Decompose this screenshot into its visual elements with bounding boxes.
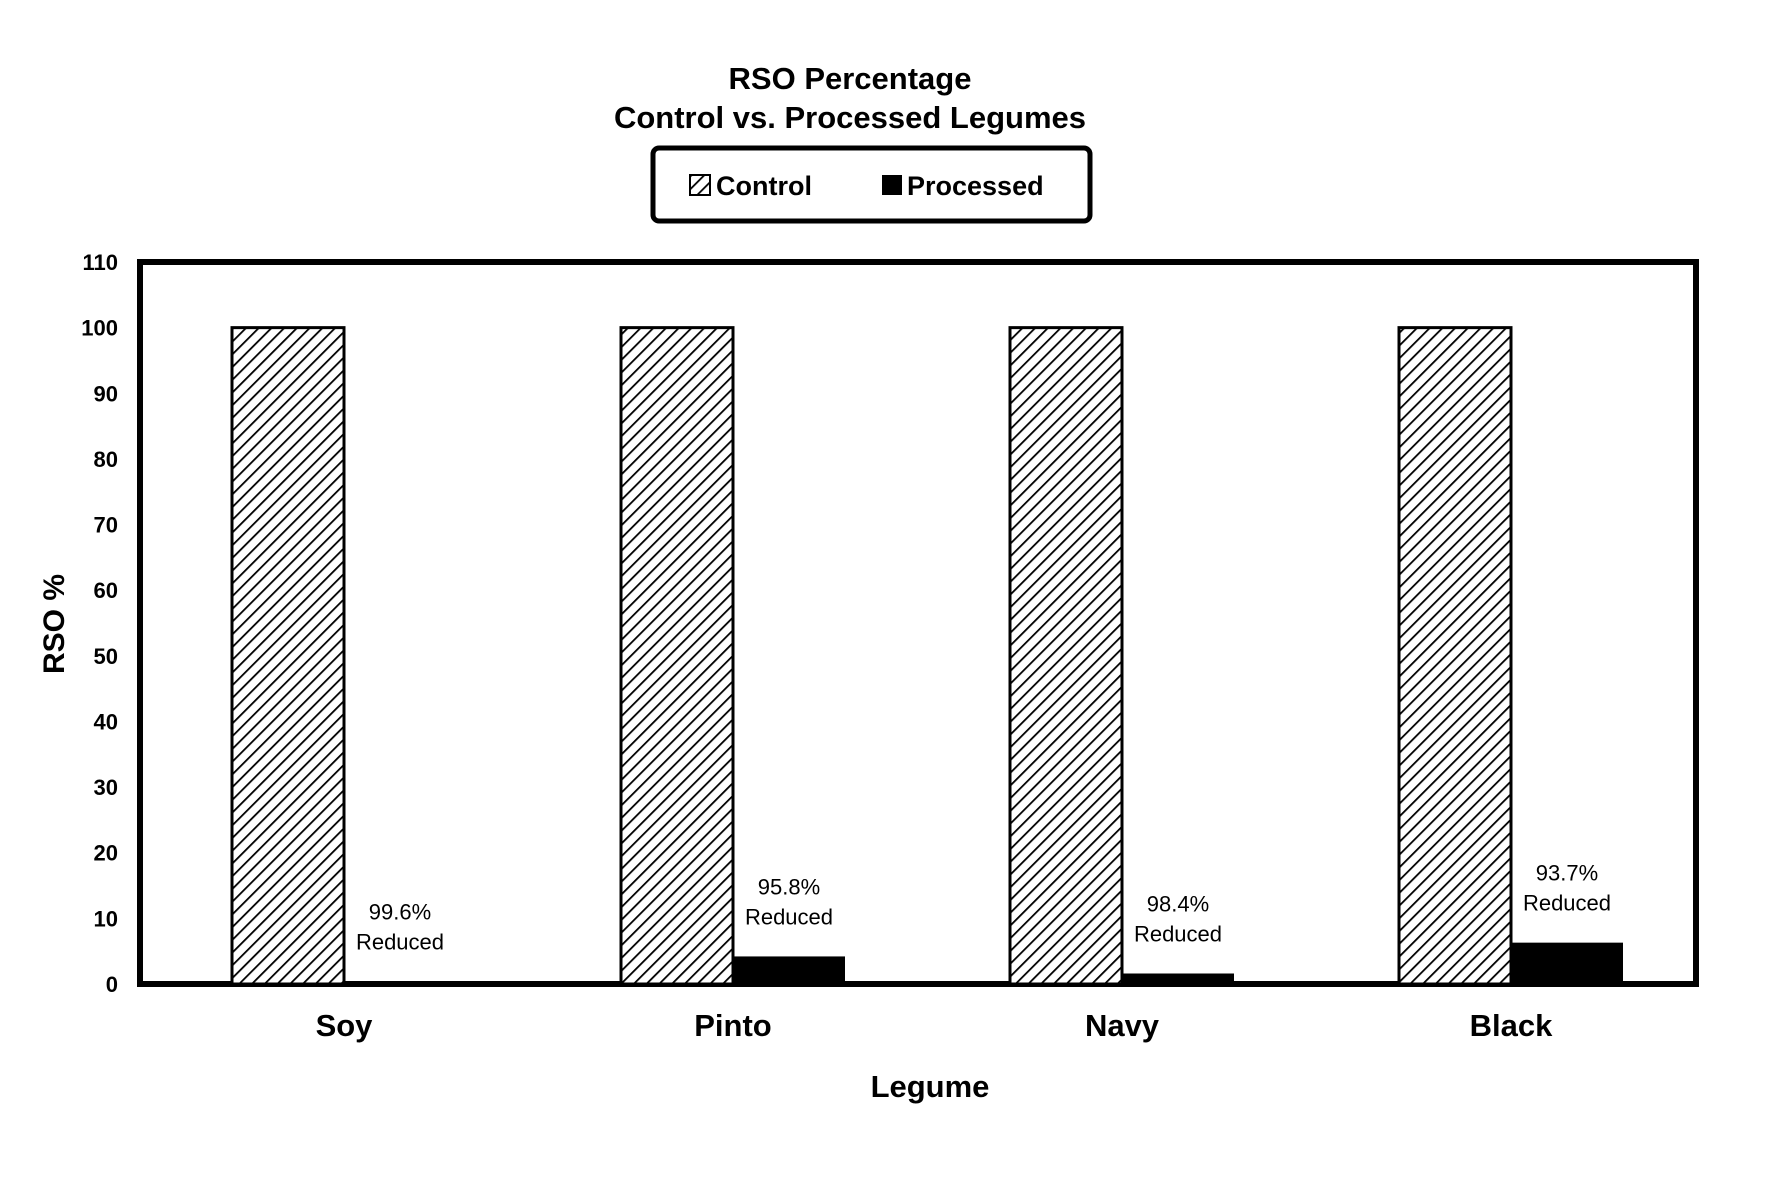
annotation-line1-black: 93.7% bbox=[1536, 861, 1598, 886]
bar-processed-black bbox=[1511, 943, 1623, 984]
annotation-line2-pinto: Reduced bbox=[745, 904, 833, 929]
bar-control-navy bbox=[1010, 328, 1122, 984]
y-tick-label-0: 0 bbox=[106, 972, 118, 997]
y-tick-label-70: 70 bbox=[94, 513, 118, 538]
bar-control-pinto bbox=[621, 328, 733, 984]
bar-control-black bbox=[1399, 328, 1511, 984]
bar-processed-pinto bbox=[733, 956, 845, 984]
annotation-line2-soy: Reduced bbox=[356, 929, 444, 954]
legend: Control Processed bbox=[653, 148, 1090, 221]
bar-processed-navy bbox=[1122, 973, 1234, 984]
y-axis-label: RSO % bbox=[38, 574, 71, 674]
x-tick-label-pinto: Pinto bbox=[694, 1008, 772, 1043]
annotation-line1-navy: 98.4% bbox=[1147, 891, 1209, 916]
y-tick-label-40: 40 bbox=[94, 709, 118, 734]
bar-processed-soy bbox=[344, 981, 456, 984]
legend-label-processed: Processed bbox=[907, 171, 1044, 201]
x-axis-ticks: Soy Pinto Navy Black bbox=[316, 1008, 1554, 1043]
legend-swatch-control bbox=[690, 175, 710, 195]
y-tick-label-50: 50 bbox=[94, 644, 118, 669]
annotation-line1-soy: 99.6% bbox=[369, 899, 431, 924]
x-tick-label-black: Black bbox=[1470, 1008, 1553, 1043]
y-tick-label-80: 80 bbox=[94, 447, 118, 472]
x-tick-label-soy: Soy bbox=[316, 1008, 374, 1043]
x-axis-label: Legume bbox=[871, 1069, 990, 1104]
annotation-line2-black: Reduced bbox=[1523, 891, 1611, 916]
y-tick-label-110: 110 bbox=[83, 250, 119, 275]
legend-swatch-processed bbox=[882, 175, 902, 195]
legend-label-control: Control bbox=[716, 171, 812, 201]
chart-title: RSO Percentage bbox=[729, 61, 972, 96]
y-axis-ticks: 0 10 20 30 40 50 60 70 80 90 100 110 bbox=[81, 250, 118, 997]
bars-layer bbox=[232, 328, 1623, 985]
annotation-line2-navy: Reduced bbox=[1134, 921, 1222, 946]
y-tick-label-60: 60 bbox=[94, 578, 118, 603]
y-tick-label-90: 90 bbox=[94, 381, 118, 406]
y-tick-label-100: 100 bbox=[81, 316, 118, 341]
bar-control-soy bbox=[232, 328, 344, 984]
y-tick-label-30: 30 bbox=[94, 775, 118, 800]
x-tick-label-navy: Navy bbox=[1085, 1008, 1160, 1043]
chart-subtitle: Control vs. Processed Legumes bbox=[614, 100, 1086, 135]
y-tick-label-10: 10 bbox=[94, 906, 118, 931]
y-tick-label-20: 20 bbox=[94, 841, 118, 866]
annotation-line1-pinto: 95.8% bbox=[758, 874, 820, 899]
